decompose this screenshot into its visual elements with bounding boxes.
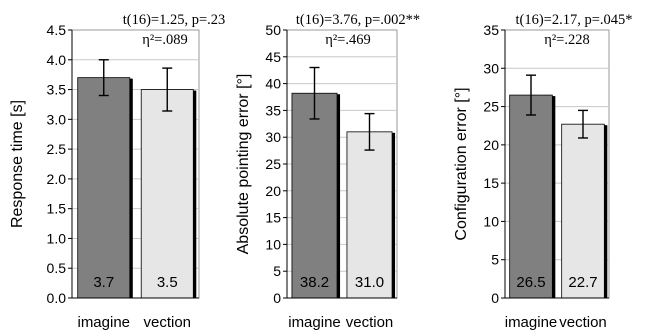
bar-imagine bbox=[291, 92, 338, 299]
y-tick-label: 0.5 bbox=[47, 260, 67, 276]
y-tick-label: 15 bbox=[265, 210, 281, 226]
chart-panel-3: 0 5 10 15 20 25 30 35 26.5 imagine 22.7 vection Conf… bbox=[453, 12, 633, 331]
y-tick-label: 35 bbox=[483, 22, 499, 38]
x-category-label: vection bbox=[559, 314, 607, 331]
y-tick-label: 3.5 bbox=[47, 82, 67, 98]
stats-annotation-eta: η²=.228 bbox=[544, 32, 589, 48]
x-category-label: imagine bbox=[288, 314, 341, 331]
y-tick-label: 0 bbox=[491, 290, 499, 306]
y-tick-label: 4.5 bbox=[47, 22, 67, 38]
x-category-label: vection bbox=[143, 314, 191, 331]
y-tick-label: 1.0 bbox=[47, 230, 67, 246]
y-tick-label: 25 bbox=[265, 156, 281, 172]
data-label: 38.2 bbox=[300, 274, 329, 291]
x-category-label: imagine bbox=[77, 314, 130, 331]
x-category-label: imagine bbox=[505, 314, 558, 331]
stats-annotation-t: t(16)=3.76, p=.002** bbox=[296, 12, 420, 28]
stats-annotation-t: t(16)=2.17, p=.045* bbox=[515, 12, 632, 28]
bar-vection bbox=[561, 123, 605, 299]
y-tick-label: 10 bbox=[265, 236, 281, 252]
y-tick-label: 40 bbox=[265, 76, 281, 92]
y-tick-label: 25 bbox=[483, 99, 499, 115]
data-label: 26.5 bbox=[516, 274, 545, 291]
y-tick-label: 1.5 bbox=[47, 201, 67, 217]
y-tick-label: 30 bbox=[483, 60, 499, 76]
y-tick-label: 2.5 bbox=[47, 141, 67, 157]
y-tick-label: 35 bbox=[265, 102, 281, 118]
y-tick-label: 0.0 bbox=[47, 290, 67, 306]
bar-vection bbox=[346, 131, 393, 299]
y-tick-label: 2.0 bbox=[47, 171, 67, 187]
y-tick-label: 4.0 bbox=[47, 52, 67, 68]
stats-annotation-t: t(16)=1.25, p=.23 bbox=[123, 12, 226, 28]
y-tick-label: 5 bbox=[273, 263, 281, 279]
y-tick-label: 50 bbox=[265, 22, 281, 38]
bar-vection bbox=[140, 89, 194, 299]
y-tick-label: 0 bbox=[273, 290, 281, 306]
y-tick-label: 15 bbox=[483, 175, 499, 191]
y-tick-label: 5 bbox=[491, 252, 499, 268]
y-axis-title: Absolute pointing error [°] bbox=[235, 74, 252, 255]
chart-panel-2: 0 5 10 15 20 25 30 35 40 45 50 38.2 imagine 31.0 vecti… bbox=[235, 12, 420, 331]
data-label: 3.7 bbox=[93, 274, 114, 291]
data-label: 22.7 bbox=[568, 274, 597, 291]
data-label: 31.0 bbox=[355, 274, 384, 291]
y-axis-title: Configuration error [°] bbox=[453, 87, 470, 240]
y-tick-label: 3.0 bbox=[47, 111, 67, 127]
bar-imagine bbox=[77, 77, 131, 299]
y-tick-label: 30 bbox=[265, 129, 281, 145]
y-tick-label: 20 bbox=[265, 183, 281, 199]
stats-annotation-eta: η²=.469 bbox=[325, 32, 370, 48]
y-axis-title: Response time [s] bbox=[9, 100, 26, 228]
bar-imagine bbox=[509, 94, 553, 299]
stats-annotation-eta: η²=.089 bbox=[142, 32, 187, 48]
y-tick-label: 20 bbox=[483, 137, 499, 153]
data-label: 3.5 bbox=[157, 274, 178, 291]
chart-panel-1: 0.0 0.5 1.0 1.5 2.0 2.5 3.0 3.5 4.0 4.5 3.7 imagine… bbox=[9, 12, 225, 331]
y-tick-label: 45 bbox=[265, 49, 281, 65]
x-category-label: vection bbox=[346, 314, 394, 331]
y-tick-label: 10 bbox=[483, 213, 499, 229]
